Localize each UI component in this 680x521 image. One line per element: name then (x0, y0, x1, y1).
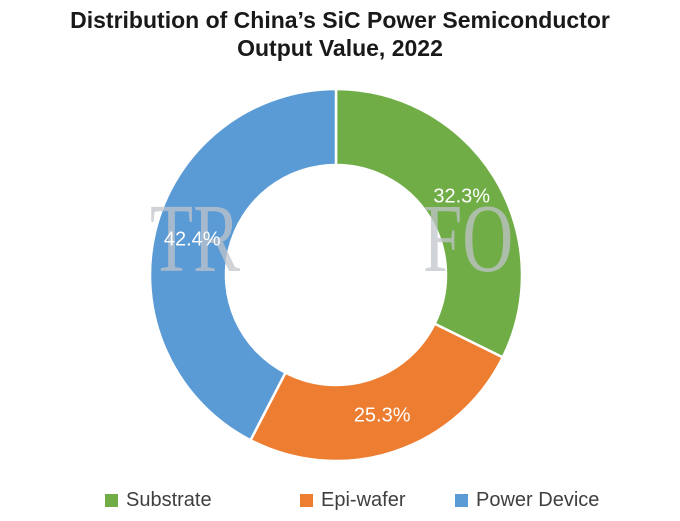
legend-swatch-substrate (105, 493, 118, 507)
donut-slice-power-device (148, 87, 338, 442)
slice-label-power-device: 42.4% (163, 228, 221, 251)
legend-item-substrate: Substrate (105, 490, 212, 510)
chart-title: Distribution of China’s SiC Power Semico… (0, 6, 680, 62)
donut-slice-substrate (334, 87, 524, 359)
legend-label-power-device: Power Device (476, 489, 600, 511)
chart-title-line2: Output Value, 2022 (237, 35, 443, 61)
legend-item-epi-wafer: Epi-wafer (300, 490, 405, 510)
legend-swatch-power-device (455, 493, 468, 507)
legend-label-substrate: Substrate (126, 489, 212, 511)
legend-item-power-device: Power Device (455, 490, 599, 510)
chart-title-line1: Distribution of China’s SiC Power Semico… (70, 7, 610, 33)
legend-swatch-epi-wafer (300, 493, 313, 507)
slice-label-epi-wafer: 25.3% (353, 404, 411, 427)
slice-label-substrate: 32.3% (433, 185, 491, 208)
donut-slice-epi-wafer (249, 322, 505, 463)
legend-label-epi-wafer: Epi-wafer (321, 489, 406, 511)
